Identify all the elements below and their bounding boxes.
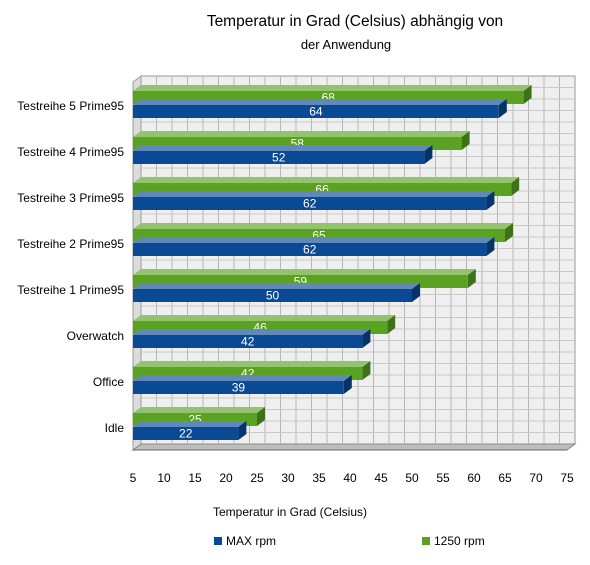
bar-1250-rpm-side [387, 315, 396, 334]
legend-label-max-rpm: MAX rpm [226, 534, 276, 548]
category-label: Testreihe 4 Prime95 [17, 145, 124, 159]
bar-max-rpm-top [133, 145, 433, 151]
category-label: Overwatch [67, 329, 124, 343]
bar-max-rpm-value-label: 42 [241, 335, 255, 349]
bar-1250-rpm-side [362, 361, 371, 380]
category-label: Testreihe 3 Prime95 [17, 191, 124, 205]
bar-max-rpm-value-label: 62 [303, 243, 317, 257]
bar-max-rpm-side [238, 421, 247, 440]
x-tick-label: 30 [281, 471, 295, 485]
bar-max-rpm-top [133, 421, 247, 427]
bar-max-rpm-side [424, 145, 433, 164]
bar-max-rpm-value-label: 50 [266, 289, 280, 303]
legend-swatch-1250-rpm [422, 537, 430, 545]
bar-1250-rpm-top [133, 315, 396, 321]
bar-1250-rpm-top [133, 131, 470, 137]
bar-max-rpm-top [133, 329, 371, 335]
bar-max-rpm-side [343, 375, 352, 394]
x-tick-label: 20 [219, 471, 233, 485]
x-tick-label: 65 [498, 471, 512, 485]
plot-area: 5 10 15 20 25 30 35 40 45 50 55 60 65 70 75 Testreihe 5… [17, 75, 577, 485]
bar-max-rpm-value-label: 39 [232, 381, 246, 395]
bar-max-rpm-side [498, 99, 507, 118]
bar-1250-rpm-top [133, 269, 476, 275]
bar-1250-rpm-side [257, 407, 265, 426]
bar-max-rpm-value-label: 62 [303, 197, 317, 211]
x-tick-label: 45 [374, 471, 388, 485]
category-label: Testreihe 1 Prime95 [17, 283, 124, 297]
bar-max-rpm [133, 381, 344, 394]
category-label: Idle [105, 421, 125, 435]
bar-max-rpm-top [133, 375, 352, 381]
x-tick-label: 50 [405, 471, 419, 485]
x-tick-label: 60 [467, 471, 481, 485]
bar-1250-rpm-top [133, 85, 532, 91]
chart-subtitle: der Anwendung [301, 37, 391, 52]
chart-title: Temperatur in Grad (Celsius) abhängig vo… [207, 13, 503, 30]
x-tick-label: 10 [157, 471, 171, 485]
bar-max-rpm-value-label: 64 [309, 105, 323, 119]
bar-max-rpm [133, 197, 487, 210]
bar-max-rpm [133, 243, 487, 256]
x-tick-label: 40 [343, 471, 357, 485]
x-tick-label: 5 [130, 471, 137, 485]
bar-max-rpm [133, 427, 239, 440]
bar-max-rpm-side [362, 329, 371, 348]
bar-max-rpm-top [133, 191, 495, 197]
category-label: Testreihe 5 Prime95 [17, 99, 124, 113]
x-tick-label: 35 [312, 471, 326, 485]
bar-max-rpm [133, 289, 412, 302]
bar-max-rpm-side [412, 283, 420, 302]
legend-label-1250-rpm: 1250 rpm [434, 534, 485, 548]
bar-max-rpm [133, 151, 425, 164]
bar-max-rpm [133, 335, 363, 348]
x-tick-label: 70 [529, 471, 543, 485]
bar-max-rpm [133, 105, 499, 118]
category-label: Office [93, 375, 124, 389]
x-tick-label: 75 [560, 471, 574, 485]
bar-1250-rpm-top [133, 407, 265, 413]
bar-1250-rpm-side [467, 269, 476, 288]
bar-max-rpm-side [486, 237, 495, 256]
bar-max-rpm-top [133, 99, 507, 105]
bar-1250-rpm-top [133, 223, 513, 229]
legend: MAX rpm 1250 rpm [214, 534, 485, 548]
bar-1250-rpm-side [461, 131, 470, 150]
bar-1250-rpm-top [133, 177, 520, 183]
bar-max-rpm-side [486, 191, 495, 210]
floor [131, 443, 577, 451]
x-tick-label: 15 [188, 471, 202, 485]
bar-max-rpm-top [133, 283, 420, 289]
bar-1250-rpm-side [511, 177, 520, 196]
legend-swatch-max-rpm [214, 537, 222, 545]
x-axis-label: Temperatur in Grad (Celsius) [213, 505, 367, 519]
bar-1250-rpm-side [505, 223, 513, 242]
category-label: Testreihe 2 Prime95 [17, 237, 124, 251]
bar-max-rpm-value-label: 22 [179, 427, 193, 441]
bar-max-rpm-value-label: 52 [272, 151, 286, 165]
bar-max-rpm-top [133, 237, 495, 243]
bar-1250-rpm-side [523, 85, 532, 104]
x-tick-label: 55 [436, 471, 450, 485]
bar-1250-rpm-top [133, 361, 371, 367]
x-tick-label: 25 [250, 471, 264, 485]
